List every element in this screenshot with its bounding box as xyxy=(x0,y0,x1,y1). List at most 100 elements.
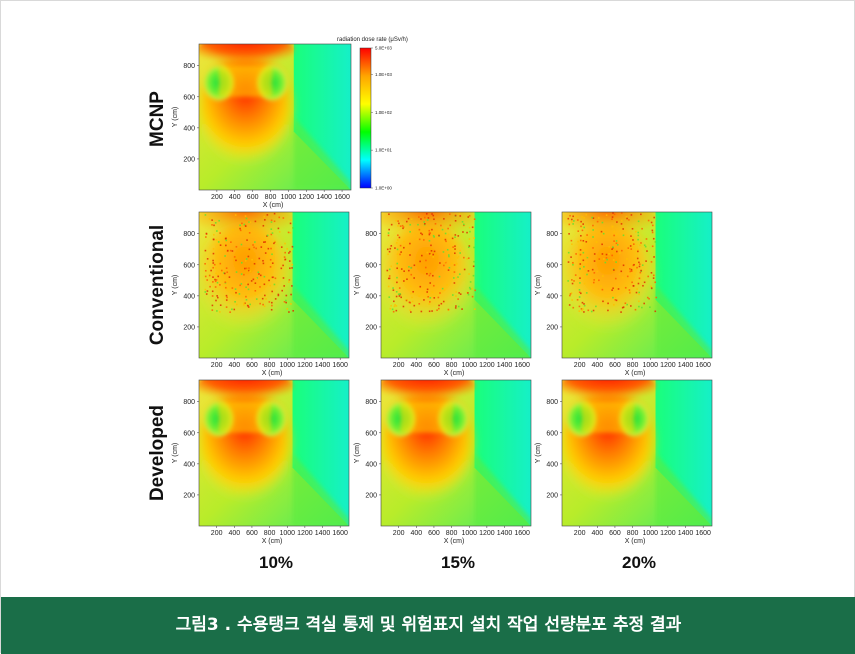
x-tick-label: 400 xyxy=(591,530,603,537)
x-tick-label: 800 xyxy=(627,362,639,369)
x-tick-label: 1200 xyxy=(297,530,313,537)
x-tick-label: 600 xyxy=(609,362,621,369)
heatmap-panel-5: 200 400 600 800 1000 1200 1400 1600200400600800… xyxy=(172,379,350,545)
y-axis-label: Y (cm) xyxy=(535,443,542,463)
x-axis-label: X (cm) xyxy=(444,538,465,545)
y-tick-label: 800 xyxy=(365,231,377,238)
x-tick-label: 1200 xyxy=(297,362,313,369)
x-tick-label: 1600 xyxy=(334,194,350,201)
y-tick-label: 800 xyxy=(183,399,195,406)
x-tick-label: 200 xyxy=(393,530,405,537)
y-tick-label: 600 xyxy=(183,94,195,101)
heatmap-panel-2: 200 400 600 800 1000 1200 1400 1600200400600800… xyxy=(172,211,350,377)
column-label-10: 10% xyxy=(259,553,293,572)
y-tick-label: 200 xyxy=(183,324,195,331)
x-tick-label: 1400 xyxy=(497,530,513,537)
x-tick-label: 1200 xyxy=(479,362,495,369)
y-tick-label: 600 xyxy=(546,430,558,437)
x-tick-label: 1000 xyxy=(642,530,658,537)
x-tick-label: 800 xyxy=(446,530,458,537)
x-tick-label: 400 xyxy=(229,194,241,201)
y-tick-label: 600 xyxy=(546,262,558,269)
x-tick-label: 1600 xyxy=(514,362,530,369)
x-axis-label: X (cm) xyxy=(262,538,283,545)
x-tick-label: 1000 xyxy=(281,194,297,201)
column-label-15: 15% xyxy=(441,553,475,572)
colorbar-tick-label: 1.0E+01 xyxy=(375,148,392,153)
x-tick-label: 1000 xyxy=(279,362,295,369)
x-tick-label: 1000 xyxy=(279,530,295,537)
row-label-mcnp: MCNP xyxy=(147,91,168,147)
y-tick-label: 400 xyxy=(546,293,558,300)
heatmap-panel-6: 200 400 600 800 1000 1200 1400 1600200400600800… xyxy=(354,379,532,545)
y-tick-label: 800 xyxy=(546,399,558,406)
colorbar-tick-label: 1.0E+02 xyxy=(375,110,392,115)
x-tick-label: 200 xyxy=(211,362,223,369)
heatmap-panel-1: 200 400 600 800 1000 1200 1400 1600 200 400 600 800… xyxy=(172,43,352,209)
x-tick-label: 1600 xyxy=(332,362,348,369)
x-tick-label: 200 xyxy=(393,362,405,369)
x-tick-label: 1400 xyxy=(315,530,331,537)
x-tick-label: 1000 xyxy=(642,362,658,369)
y-tick-label: 200 xyxy=(183,156,195,163)
x-tick-label: 800 xyxy=(265,194,277,201)
x-tick-label: 200 xyxy=(211,530,223,537)
y-axis-label: Y (cm) xyxy=(354,275,361,295)
x-axis-label: X (cm) xyxy=(263,202,284,209)
x-tick-label: 1400 xyxy=(678,362,694,369)
x-tick-label: 400 xyxy=(591,362,603,369)
x-tick-label: 1200 xyxy=(660,530,676,537)
y-axis-label: Y (cm) xyxy=(172,107,179,127)
x-tick-label: 400 xyxy=(410,530,422,537)
x-tick-label: 600 xyxy=(246,362,258,369)
x-axis-label: X (cm) xyxy=(625,370,646,377)
y-tick-label: 200 xyxy=(365,492,377,499)
x-tick-label: 600 xyxy=(247,194,259,201)
y-tick-label: 400 xyxy=(365,461,377,468)
heatmap-figure: 200 400 600 800 1000 1200 1400 1600200400600800… xyxy=(147,37,713,572)
y-tick-label: 200 xyxy=(183,492,195,499)
colorbar-tick-label: 1.0E+03 xyxy=(375,72,392,77)
x-tick-label: 1400 xyxy=(678,530,694,537)
y-tick-label: 600 xyxy=(183,430,195,437)
heatmap-panel-4: 200 400 600 800 1000 1200 1400 1600200400600800… xyxy=(535,211,713,377)
x-tick-label: 1400 xyxy=(316,194,332,201)
column-label-20: 20% xyxy=(622,553,656,572)
x-tick-label: 600 xyxy=(428,530,440,537)
x-tick-label: 1600 xyxy=(514,530,530,537)
y-axis-label: Y (cm) xyxy=(354,443,361,463)
y-tick-label: 800 xyxy=(546,231,558,238)
y-tick-label: 400 xyxy=(183,461,195,468)
row-label-developed: Developed xyxy=(147,405,168,501)
x-tick-label: 1200 xyxy=(479,530,495,537)
x-tick-label: 1600 xyxy=(332,530,348,537)
x-tick-label: 400 xyxy=(410,362,422,369)
figure-caption: 그림3 . 수용탱크 격실 통제 및 위험표지 설치 작업 선량분포 추정 결과 xyxy=(1,597,855,654)
y-axis-label: Y (cm) xyxy=(172,443,179,463)
x-tick-label: 1600 xyxy=(695,362,711,369)
colorbar-tick-label: 5.0E+03 xyxy=(375,46,392,51)
y-tick-label: 200 xyxy=(365,324,377,331)
y-tick-label: 800 xyxy=(365,399,377,406)
x-tick-label: 600 xyxy=(609,530,621,537)
y-tick-label: 600 xyxy=(365,430,377,437)
colorbar-tick-label: 1.0E+00 xyxy=(375,186,392,191)
y-tick-label: 400 xyxy=(546,461,558,468)
colorbar: radiation dose rate (μSv/h) 5.0E+03 1.0E+… xyxy=(337,37,408,191)
x-tick-label: 1000 xyxy=(461,362,477,369)
y-tick-label: 800 xyxy=(183,63,195,70)
x-tick-label: 400 xyxy=(228,362,240,369)
x-tick-label: 400 xyxy=(228,530,240,537)
y-tick-label: 200 xyxy=(546,492,558,499)
x-axis-label: X (cm) xyxy=(262,370,283,377)
x-tick-label: 800 xyxy=(627,530,639,537)
x-tick-label: 200 xyxy=(574,530,586,537)
y-tick-label: 400 xyxy=(365,293,377,300)
x-tick-label: 1400 xyxy=(315,362,331,369)
y-tick-label: 400 xyxy=(183,125,195,132)
x-tick-label: 600 xyxy=(428,362,440,369)
x-axis-label: X (cm) xyxy=(625,538,646,545)
x-axis-label: X (cm) xyxy=(444,370,465,377)
x-tick-label: 1200 xyxy=(299,194,315,201)
